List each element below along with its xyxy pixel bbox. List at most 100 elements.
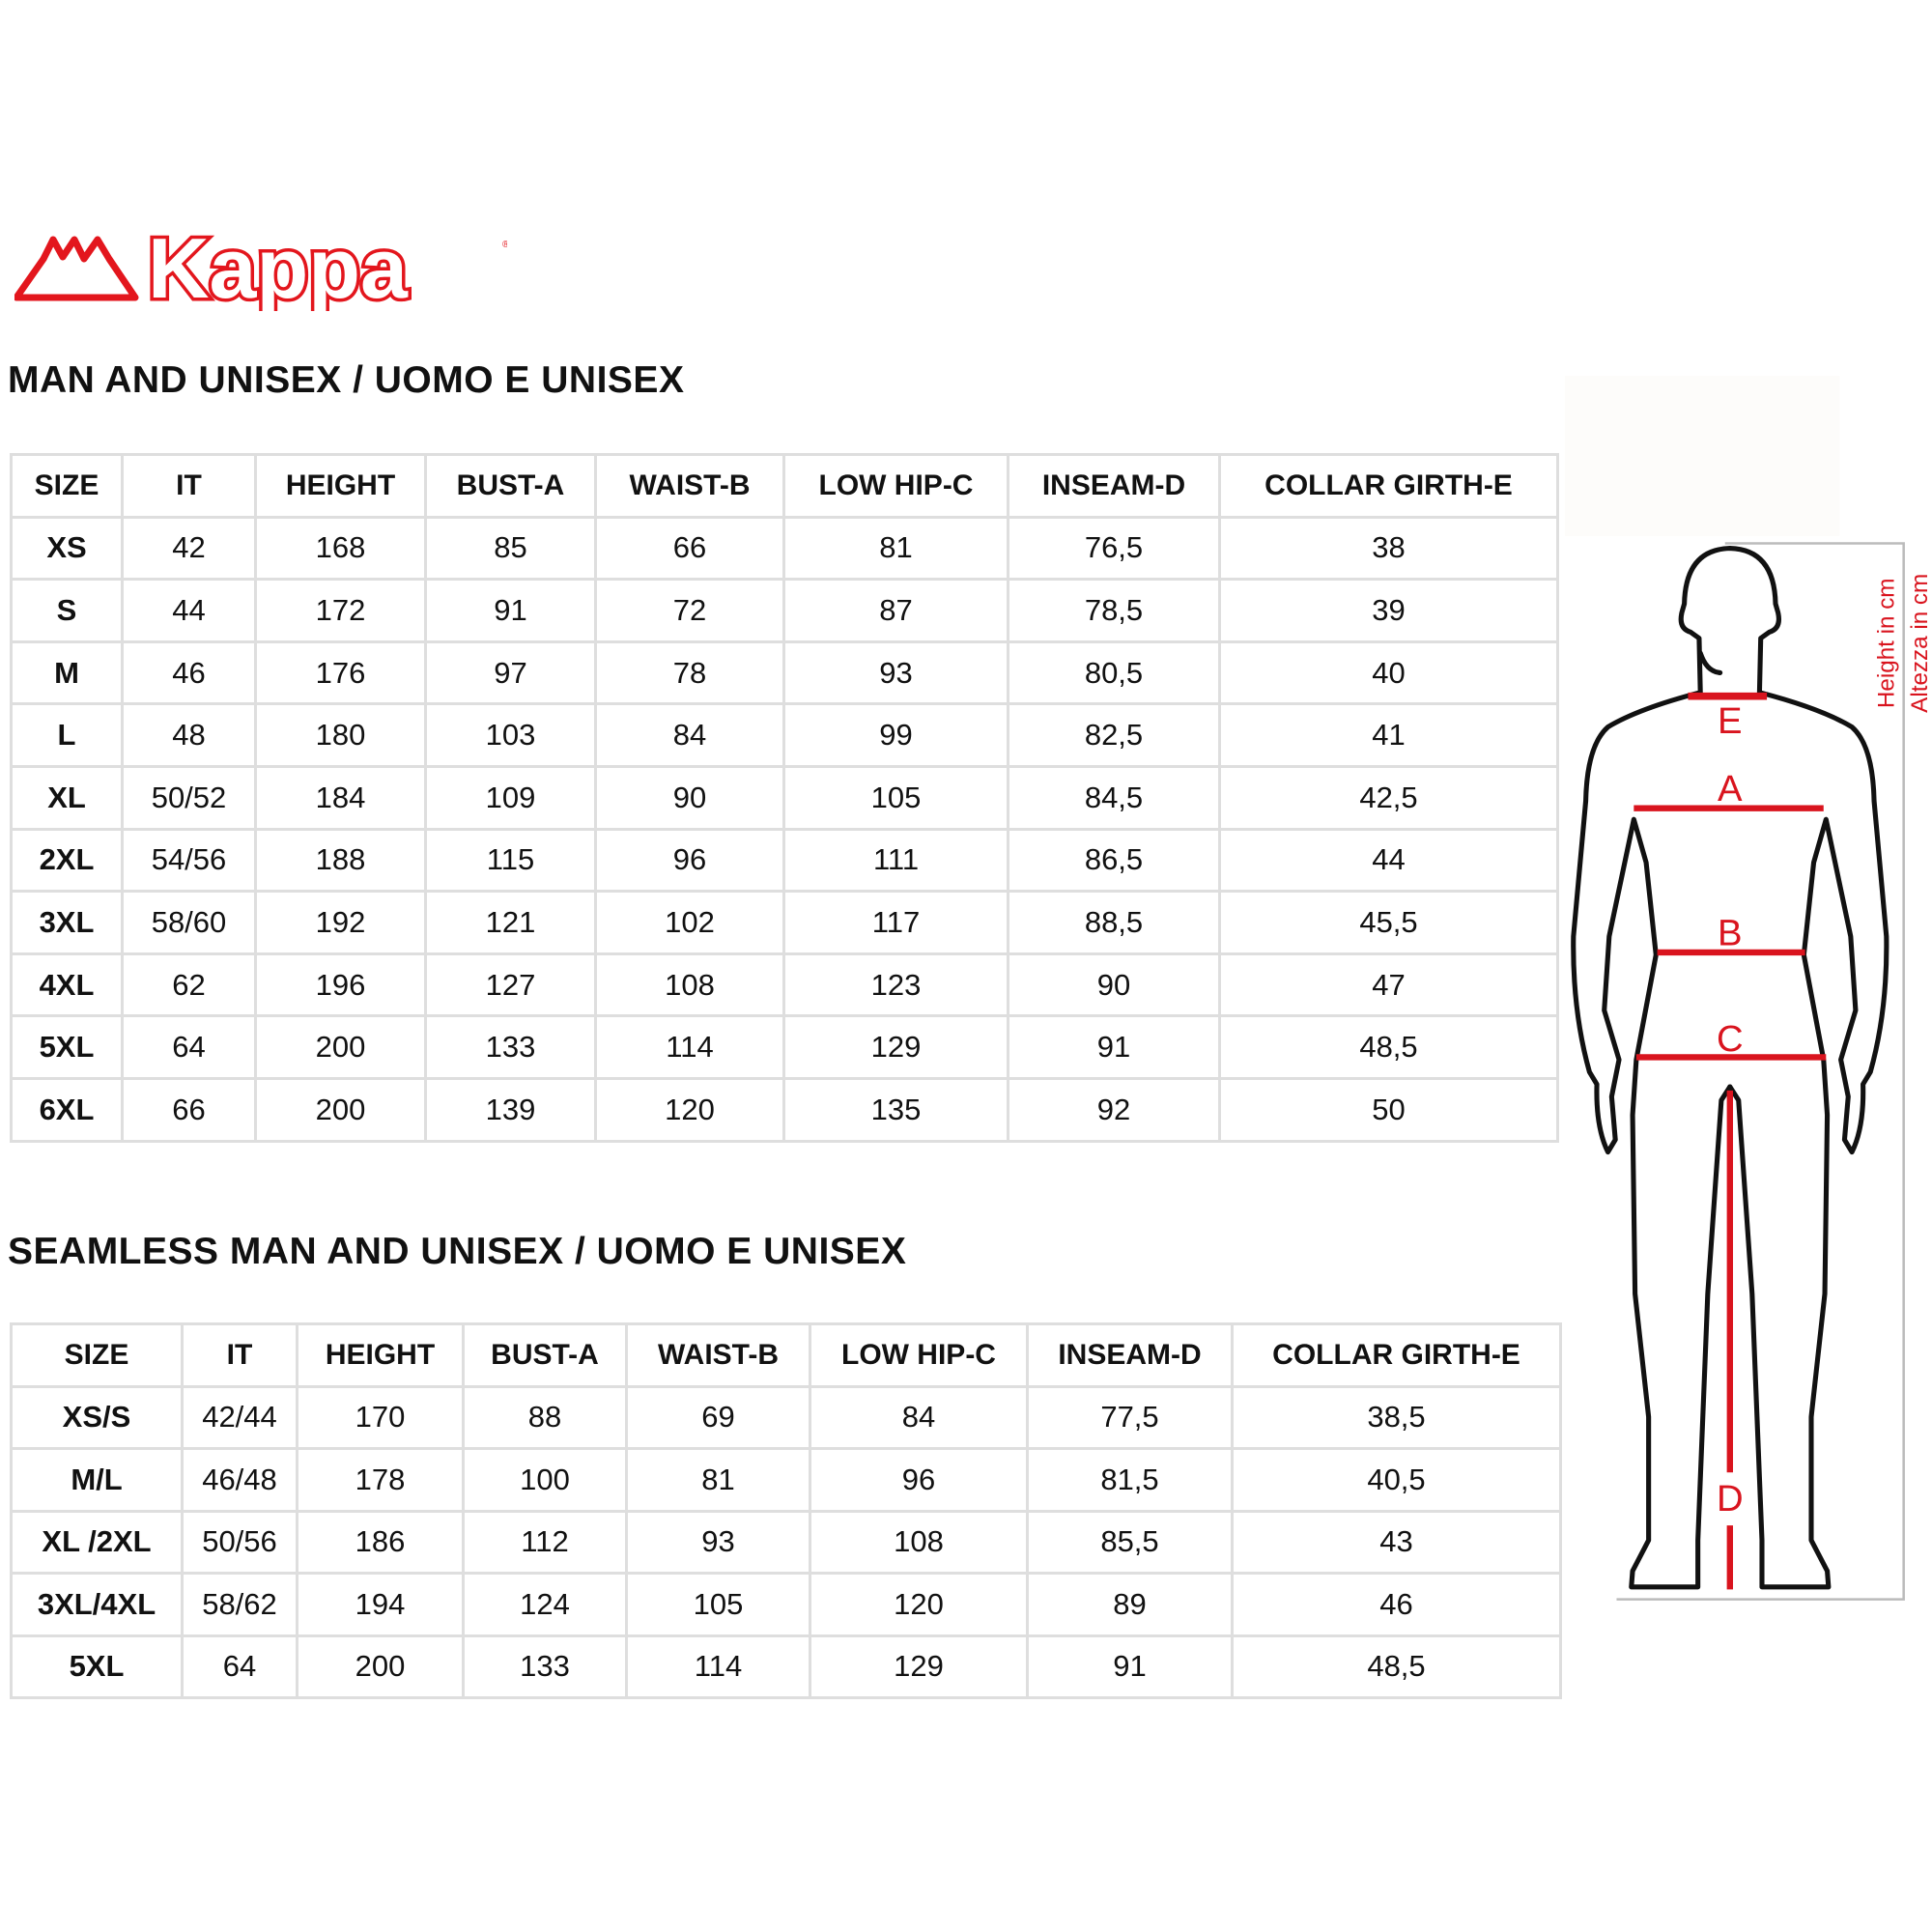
table-cell: 41 — [1218, 702, 1559, 768]
column-header: IT — [181, 1322, 298, 1388]
table-cell: 46 — [121, 639, 257, 706]
table-cell: 120 — [809, 1572, 1029, 1637]
size-cell: 2XL — [10, 827, 124, 894]
size-cell: S — [10, 578, 124, 643]
table-cell: 129 — [782, 1014, 1009, 1080]
table-cell: 170 — [296, 1384, 465, 1450]
table-cell: 84,5 — [1007, 764, 1221, 831]
table-cell: 44 — [121, 578, 257, 643]
table-cell: 85,5 — [1026, 1509, 1234, 1575]
measurement-lines — [1634, 692, 1827, 1590]
table-cell: 78,5 — [1007, 578, 1221, 643]
size-cell: L — [10, 702, 124, 768]
table-cell: 105 — [782, 764, 1009, 831]
table-cell: 115 — [424, 827, 597, 894]
table-cell: 47 — [1218, 952, 1559, 1018]
section1-title: MAN AND UNISEX / UOMO E UNISEX — [8, 359, 685, 401]
table-cell: 93 — [625, 1509, 811, 1575]
column-header: INSEAM-D — [1026, 1322, 1234, 1388]
table-cell: 200 — [254, 1014, 427, 1080]
column-header: SIZE — [10, 453, 124, 519]
column-header: COLLAR GIRTH-E — [1218, 453, 1559, 519]
table-cell: 188 — [254, 827, 427, 894]
column-header: INSEAM-D — [1007, 453, 1221, 519]
table-row: 3XL 58/60 192 121 102 117 88,5 45,5 — [10, 890, 1559, 955]
table-cell: 62 — [121, 952, 257, 1018]
table-cell: 84 — [809, 1384, 1029, 1450]
table-row: 4XL 62 196 127 108 123 90 47 — [10, 952, 1559, 1018]
table-cell: 93 — [782, 639, 1009, 706]
table-cell: 48,5 — [1231, 1634, 1562, 1699]
table-cell: 89 — [1026, 1572, 1234, 1637]
table-row: 3XL/4XL 58/62 194 124 105 120 89 46 — [10, 1572, 1562, 1637]
table-cell: 92 — [1007, 1076, 1221, 1143]
table-cell: 90 — [594, 764, 785, 831]
table-cell: 133 — [462, 1634, 628, 1699]
table-row: L 48 180 103 84 99 82,5 41 — [10, 702, 1559, 768]
table-cell: 108 — [809, 1509, 1029, 1575]
table-cell: 50/56 — [181, 1509, 298, 1575]
table-cell: 69 — [625, 1384, 811, 1450]
table-cell: 129 — [809, 1634, 1029, 1699]
table-row: M/L 46/48 178 100 81 96 81,5 40,5 — [10, 1447, 1562, 1513]
table-row: XL 50/52 184 109 90 105 84,5 42,5 — [10, 764, 1559, 831]
table-cell: 81 — [625, 1447, 811, 1513]
table-cell: 50 — [1218, 1076, 1559, 1143]
table-cell: 109 — [424, 764, 597, 831]
table-cell: 121 — [424, 890, 597, 955]
table-cell: 176 — [254, 639, 427, 706]
table-cell: 46 — [1231, 1572, 1562, 1637]
table-cell: 200 — [254, 1076, 427, 1143]
table-cell: 133 — [424, 1014, 597, 1080]
kappa-omini-icon — [13, 236, 139, 301]
table-cell: 192 — [254, 890, 427, 955]
table-cell: 124 — [462, 1572, 628, 1637]
table-cell: 100 — [462, 1447, 628, 1513]
table-cell: 178 — [296, 1447, 465, 1513]
table-cell: 86,5 — [1007, 827, 1221, 894]
table-cell: 81,5 — [1026, 1447, 1234, 1513]
table-cell: 184 — [254, 764, 427, 831]
table-cell: 127 — [424, 952, 597, 1018]
table-cell: 168 — [254, 515, 427, 582]
table-cell: 48 — [121, 702, 257, 768]
table-cell: 186 — [296, 1509, 465, 1575]
table-cell: 46/48 — [181, 1447, 298, 1513]
table-row: 5XL 64 200 133 114 129 91 48,5 — [10, 1634, 1562, 1699]
table-cell: 114 — [594, 1014, 785, 1080]
table-cell: 42 — [121, 515, 257, 582]
table-cell: 200 — [296, 1634, 465, 1699]
column-header: WAIST-B — [594, 453, 785, 519]
label-b: B — [1718, 912, 1743, 953]
table-cell: 172 — [254, 578, 427, 643]
table-cell: 99 — [782, 702, 1009, 768]
table-cell: 81 — [782, 515, 1009, 582]
column-header: COLLAR GIRTH-E — [1231, 1322, 1562, 1388]
size-cell: 3XL/4XL — [10, 1572, 184, 1637]
size-cell: XS — [10, 515, 124, 582]
column-header: WAIST-B — [625, 1322, 811, 1388]
section2-title: SEAMLESS MAN AND UNISEX / UOMO E UNISEX — [8, 1231, 907, 1272]
table-row: S 44 172 91 72 87 78,5 39 — [10, 578, 1559, 643]
table-cell: 90 — [1007, 952, 1221, 1018]
size-cell: 5XL — [10, 1014, 124, 1080]
column-header: LOW HIP-C — [809, 1322, 1029, 1388]
table-cell: 88 — [462, 1384, 628, 1450]
table-row: XS 42 168 85 66 81 76,5 38 — [10, 515, 1559, 582]
size-cell: 4XL — [10, 952, 124, 1018]
table-cell: 40 — [1218, 639, 1559, 706]
table-cell: 54/56 — [121, 827, 257, 894]
table-cell: 87 — [782, 578, 1009, 643]
table-cell: 91 — [1026, 1634, 1234, 1699]
table-cell: 50/52 — [121, 764, 257, 831]
table-cell: 66 — [121, 1076, 257, 1143]
size-cell: XL — [10, 764, 124, 831]
table-cell: 85 — [424, 515, 597, 582]
table-cell: 43 — [1231, 1509, 1562, 1575]
column-header: SIZE — [10, 1322, 184, 1388]
table-cell: 45,5 — [1218, 890, 1559, 955]
column-header: IT — [121, 453, 257, 519]
table-cell: 40,5 — [1231, 1447, 1562, 1513]
registered-mark: ® — [502, 240, 507, 250]
column-header: HEIGHT — [296, 1322, 465, 1388]
